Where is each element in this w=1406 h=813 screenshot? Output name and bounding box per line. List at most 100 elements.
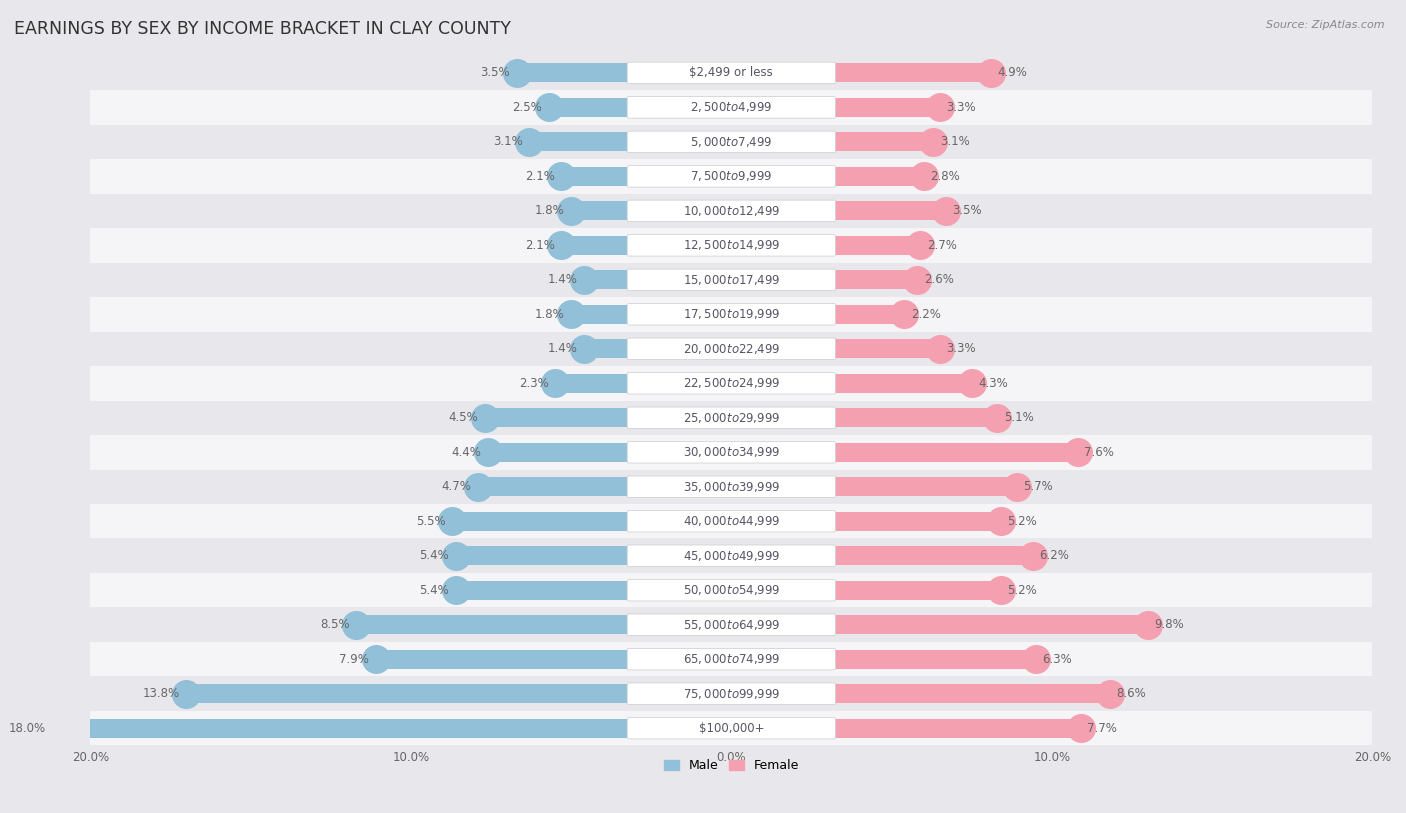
Bar [834,650,1036,668]
FancyBboxPatch shape [627,649,835,670]
Bar [555,374,628,393]
Bar [834,339,939,359]
Bar [561,167,628,186]
Text: 3.3%: 3.3% [946,342,976,355]
Text: 1.8%: 1.8% [534,204,565,217]
Text: 7.7%: 7.7% [1087,722,1116,735]
Bar [488,443,628,462]
Bar [583,271,628,289]
Text: 5.5%: 5.5% [416,515,446,528]
FancyBboxPatch shape [627,372,835,394]
Bar [834,546,1032,565]
Bar [834,615,1149,634]
Bar [90,470,1372,504]
Bar [187,685,628,703]
Bar [90,297,1372,332]
Text: $5,000 to $7,499: $5,000 to $7,499 [690,135,773,149]
Bar [456,546,628,565]
Text: 8.6%: 8.6% [1116,687,1146,700]
Bar [90,263,1372,297]
Text: $30,000 to $34,999: $30,000 to $34,999 [683,446,780,459]
Bar [456,580,628,600]
FancyBboxPatch shape [627,303,835,325]
Text: $25,000 to $29,999: $25,000 to $29,999 [683,411,780,424]
FancyBboxPatch shape [627,511,835,532]
Text: 2.8%: 2.8% [931,170,960,183]
Text: 4.7%: 4.7% [441,480,471,493]
Bar [90,435,1372,470]
FancyBboxPatch shape [627,683,835,704]
Bar [478,477,628,496]
Bar [834,271,917,289]
Bar [90,401,1372,435]
Text: 13.8%: 13.8% [143,687,180,700]
Bar [834,443,1077,462]
Bar [561,236,628,254]
Bar [834,202,946,220]
Bar [834,236,921,254]
FancyBboxPatch shape [627,407,835,428]
Bar [356,615,628,634]
Text: $55,000 to $64,999: $55,000 to $64,999 [683,618,780,632]
Bar [90,124,1372,159]
Bar [834,305,904,324]
Text: 3.3%: 3.3% [946,101,976,114]
Text: 2.5%: 2.5% [512,101,543,114]
Text: $17,500 to $19,999: $17,500 to $19,999 [683,307,780,321]
Text: $40,000 to $44,999: $40,000 to $44,999 [683,515,780,528]
Bar [90,332,1372,366]
Text: 2.3%: 2.3% [519,376,548,389]
Text: 4.9%: 4.9% [997,67,1028,80]
Bar [90,607,1372,642]
Text: 2.7%: 2.7% [927,239,956,252]
Text: $75,000 to $99,999: $75,000 to $99,999 [683,687,780,701]
FancyBboxPatch shape [627,62,835,84]
Bar [90,55,1372,90]
Bar [834,580,1001,600]
FancyBboxPatch shape [627,717,835,739]
Legend: Male, Female: Male, Female [659,754,804,777]
FancyBboxPatch shape [627,545,835,567]
Bar [90,366,1372,401]
Text: 3.1%: 3.1% [494,136,523,148]
Bar [90,538,1372,573]
Text: 9.8%: 9.8% [1154,618,1184,631]
Text: $15,000 to $17,499: $15,000 to $17,499 [683,273,780,287]
Bar [90,573,1372,607]
Text: $22,500 to $24,999: $22,500 to $24,999 [683,376,780,390]
Text: $7,500 to $9,999: $7,500 to $9,999 [690,169,773,184]
Bar [90,711,1372,746]
Text: 6.2%: 6.2% [1039,550,1069,563]
Bar [571,202,628,220]
Bar [52,719,628,737]
FancyBboxPatch shape [627,580,835,601]
Bar [571,305,628,324]
FancyBboxPatch shape [627,338,835,359]
FancyBboxPatch shape [627,235,835,256]
Text: Source: ZipAtlas.com: Source: ZipAtlas.com [1267,20,1385,30]
Text: $45,000 to $49,999: $45,000 to $49,999 [683,549,780,563]
FancyBboxPatch shape [627,200,835,222]
Bar [375,650,628,668]
FancyBboxPatch shape [627,97,835,118]
Text: $65,000 to $74,999: $65,000 to $74,999 [683,652,780,666]
Text: 2.1%: 2.1% [526,239,555,252]
Bar [834,685,1109,703]
Bar [834,374,972,393]
Text: 4.3%: 4.3% [979,376,1008,389]
Text: $2,500 to $4,999: $2,500 to $4,999 [690,100,773,115]
Text: $10,000 to $12,499: $10,000 to $12,499 [683,204,780,218]
Bar [90,90,1372,124]
Text: 5.1%: 5.1% [1004,411,1033,424]
Text: 6.3%: 6.3% [1042,653,1071,666]
FancyBboxPatch shape [627,441,835,463]
Bar [548,98,628,117]
Bar [834,167,924,186]
Bar [834,63,991,82]
Text: 3.1%: 3.1% [939,136,970,148]
Text: 2.1%: 2.1% [526,170,555,183]
Text: 7.6%: 7.6% [1084,446,1114,459]
Text: 3.5%: 3.5% [952,204,983,217]
Bar [834,719,1081,737]
Bar [516,63,628,82]
